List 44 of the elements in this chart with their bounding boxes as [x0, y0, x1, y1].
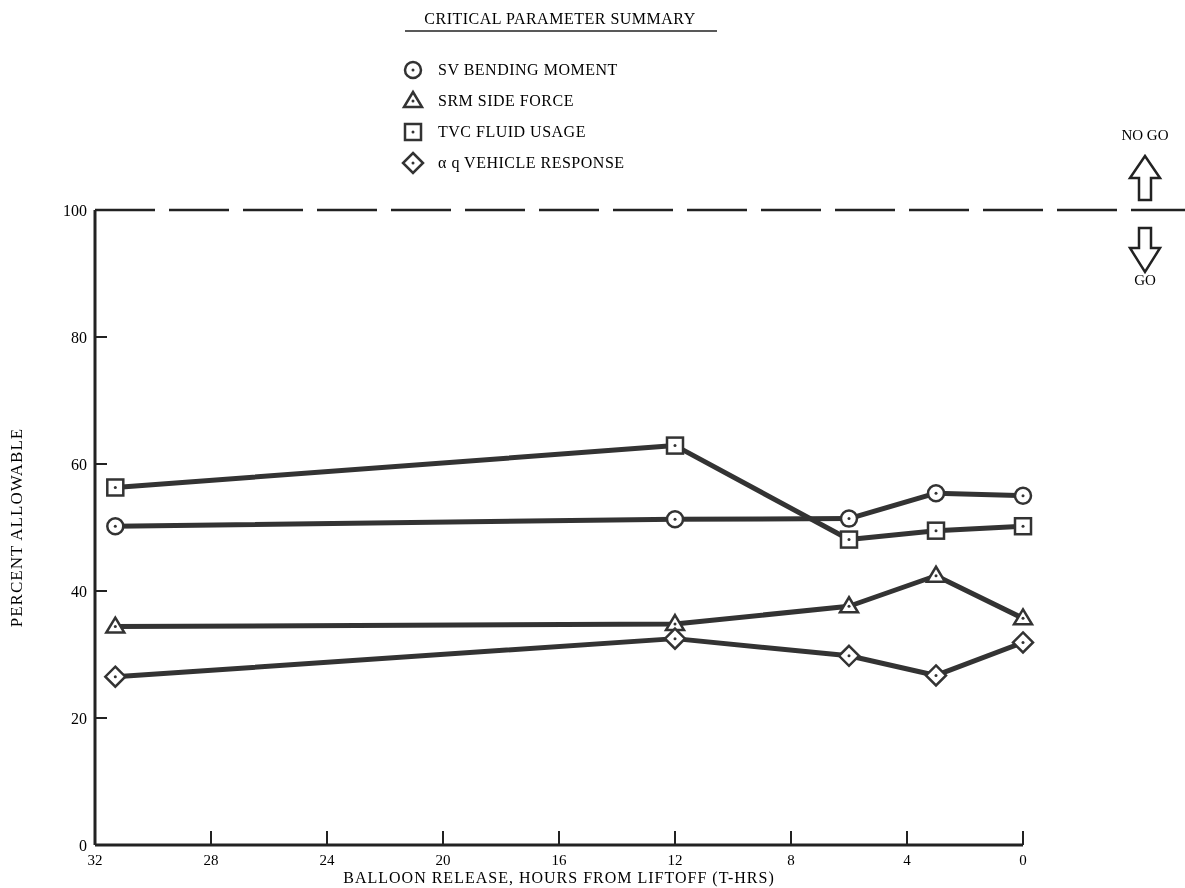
x-tick-label: 4 — [903, 852, 912, 868]
point — [106, 478, 125, 497]
x-tick-label: 12 — [667, 852, 683, 868]
legend-label: α q VEHICLE RESPONSE — [438, 154, 625, 172]
x-tick-label: 0 — [1019, 852, 1027, 868]
y-tick-label: 80 — [71, 328, 87, 346]
y-tick-label: 0 — [79, 836, 87, 854]
point — [924, 664, 948, 687]
point — [665, 510, 685, 529]
x-tick-label: 24 — [319, 852, 335, 868]
y-axis-title: PERCENT ALLOWABLE — [7, 427, 26, 628]
point — [926, 521, 946, 540]
legend-title: CRITICAL PARAMETER SUMMARY — [424, 10, 696, 27]
point — [1013, 516, 1033, 536]
x-tick-label: 32 — [87, 852, 103, 868]
point — [665, 436, 685, 455]
y-tick-label: 60 — [71, 455, 87, 473]
point — [104, 665, 127, 688]
x-tick-label: 16 — [551, 852, 567, 868]
y-tick-label: 20 — [71, 709, 87, 727]
point — [1012, 608, 1034, 626]
point — [925, 565, 947, 584]
point — [839, 530, 859, 549]
legend-label: TVC FLUID USAGE — [438, 123, 586, 140]
legend-label: SV BENDING MOMENT — [438, 61, 618, 78]
point — [839, 509, 859, 528]
y-tick-label: 100 — [63, 201, 87, 219]
point — [1013, 486, 1033, 505]
text: NO GO — [1121, 127, 1169, 143]
x-axis-title: BALLOON RELEASE, HOURS FROM LIFTOFF (T-HRS) — [343, 869, 775, 887]
text: GO — [1134, 272, 1156, 288]
y-tick-label: 40 — [71, 582, 87, 600]
point — [106, 516, 125, 536]
point — [663, 627, 687, 650]
point — [926, 483, 946, 503]
point — [1011, 631, 1035, 654]
point — [105, 616, 126, 634]
x-tick-label: 28 — [203, 852, 219, 868]
point — [664, 613, 686, 632]
x-tick-label: 20 — [435, 852, 451, 868]
x-tick-label: 8 — [787, 852, 795, 868]
point — [838, 595, 860, 614]
point — [837, 644, 861, 668]
legend-label: SRM SIDE FORCE — [438, 92, 574, 109]
